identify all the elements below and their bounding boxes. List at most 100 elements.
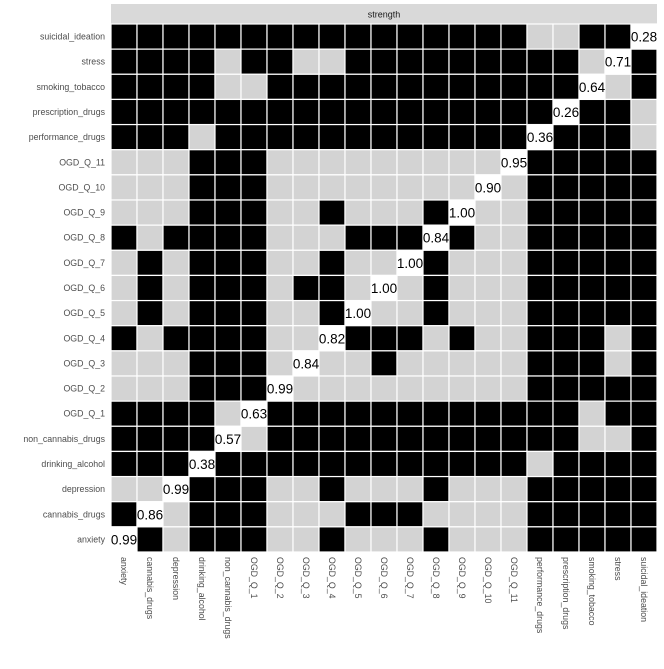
heatmap-cell xyxy=(110,325,138,352)
diagonal-value-label: 0.99 xyxy=(267,382,293,397)
heatmap-cell xyxy=(474,425,502,453)
y-tick-label: non_cannabis_drugs xyxy=(23,434,105,444)
heatmap-cell xyxy=(318,475,346,503)
heatmap-cell xyxy=(396,450,424,478)
diagonal-labels: 0.280.710.640.260.360.950.901.000.841.00… xyxy=(111,30,657,548)
heatmap-cell xyxy=(578,23,606,50)
x-tick-label: smoking_tobacco xyxy=(587,557,597,626)
heatmap-cell xyxy=(292,274,320,302)
heatmap-cell xyxy=(630,450,658,478)
heatmap-cell xyxy=(552,73,580,101)
diagonal-value-label: 0.86 xyxy=(137,507,163,522)
x-tick-label: OGD_Q_3 xyxy=(301,557,311,599)
heatmap-cell xyxy=(578,501,606,528)
heatmap-cell xyxy=(422,501,450,528)
heatmap-cell xyxy=(422,450,450,478)
heatmap-cell xyxy=(370,501,398,528)
heatmap-cell xyxy=(396,174,424,201)
facet-strip xyxy=(111,4,657,24)
heatmap-cell xyxy=(604,501,632,528)
heatmap-cell xyxy=(552,526,580,553)
heatmap-cell xyxy=(630,350,658,377)
heatmap-cell xyxy=(500,123,528,151)
heatmap-cell xyxy=(526,299,554,327)
heatmap-cell xyxy=(188,475,216,503)
heatmap-cell xyxy=(422,174,450,201)
heatmap-cell xyxy=(370,249,398,277)
y-tick-label: OGD_Q_4 xyxy=(63,333,105,343)
heatmap-cell xyxy=(448,48,476,75)
heatmap-cell xyxy=(240,149,268,176)
heatmap-cell xyxy=(526,224,554,251)
heatmap-cell xyxy=(370,425,398,453)
heatmap-cell xyxy=(110,23,138,50)
heatmap-cell xyxy=(188,501,216,528)
heatmap-cell xyxy=(240,450,268,478)
heatmap-cell xyxy=(240,249,268,277)
heatmap-cell xyxy=(318,73,346,101)
heatmap-cell xyxy=(578,98,606,126)
heatmap-cell xyxy=(630,123,658,151)
y-tick-label: smoking_tobacco xyxy=(37,82,106,92)
heatmap-cell xyxy=(318,23,346,50)
heatmap-cell xyxy=(292,325,320,352)
heatmap-cell xyxy=(344,350,372,377)
heatmap-cell xyxy=(110,299,138,327)
heatmap-cell xyxy=(214,149,242,176)
heatmap-cell xyxy=(136,73,164,101)
heatmap-cell xyxy=(344,23,372,50)
heatmap-cell xyxy=(370,400,398,427)
heatmap-cell xyxy=(500,23,528,50)
heatmap-cell xyxy=(396,249,424,277)
heatmap-cell xyxy=(630,249,658,277)
x-tick-label: OGD_Q_5 xyxy=(353,557,363,599)
heatmap-cell xyxy=(422,475,450,503)
heatmap-cell xyxy=(266,23,294,50)
heatmap-cell xyxy=(500,299,528,327)
heatmap-cell xyxy=(240,299,268,327)
heatmap-cell xyxy=(474,501,502,528)
heatmap-cell xyxy=(630,174,658,201)
heatmap-cell xyxy=(370,48,398,75)
x-tick-label: OGD_Q_6 xyxy=(379,557,389,599)
heatmap-cell xyxy=(552,450,580,478)
heatmap-cell xyxy=(214,73,242,101)
heatmap-cell xyxy=(552,199,580,226)
heatmap-cell xyxy=(240,48,268,75)
heatmap-cell xyxy=(396,98,424,126)
heatmap-cell xyxy=(318,149,346,176)
heatmap-cell xyxy=(240,325,268,352)
heatmap-cell xyxy=(240,174,268,201)
heatmap-cell xyxy=(552,400,580,427)
heatmap-cell xyxy=(370,325,398,352)
heatmap-cell xyxy=(240,224,268,251)
heatmap-cell xyxy=(630,526,658,553)
heatmap-cell xyxy=(136,350,164,377)
heatmap-cell xyxy=(604,149,632,176)
heatmap-cell xyxy=(370,149,398,176)
heatmap-cell xyxy=(526,199,554,226)
x-tick-label: OGD_Q_10 xyxy=(483,557,493,604)
heatmap-cell xyxy=(526,526,554,553)
heatmap-cell xyxy=(188,123,216,151)
heatmap-cell xyxy=(604,475,632,503)
heatmap-cell xyxy=(136,425,164,453)
heatmap-cell xyxy=(448,450,476,478)
heatmap-cell xyxy=(396,350,424,377)
heatmap-cell xyxy=(552,48,580,75)
heatmap-cell xyxy=(396,274,424,302)
heatmap-cell xyxy=(474,23,502,50)
heatmap-cell xyxy=(162,400,190,427)
heatmap-cell xyxy=(422,73,450,101)
facet-strip-label: strength xyxy=(368,10,401,20)
heatmap-cell xyxy=(188,48,216,75)
heatmap-cell xyxy=(500,501,528,528)
heatmap-cell xyxy=(370,174,398,201)
heatmap-cell xyxy=(422,526,450,553)
heatmap-cell xyxy=(448,149,476,176)
heatmap-cell xyxy=(110,274,138,302)
heatmap-cell xyxy=(136,23,164,50)
heatmap-cell xyxy=(266,174,294,201)
heatmap-cell xyxy=(240,274,268,302)
